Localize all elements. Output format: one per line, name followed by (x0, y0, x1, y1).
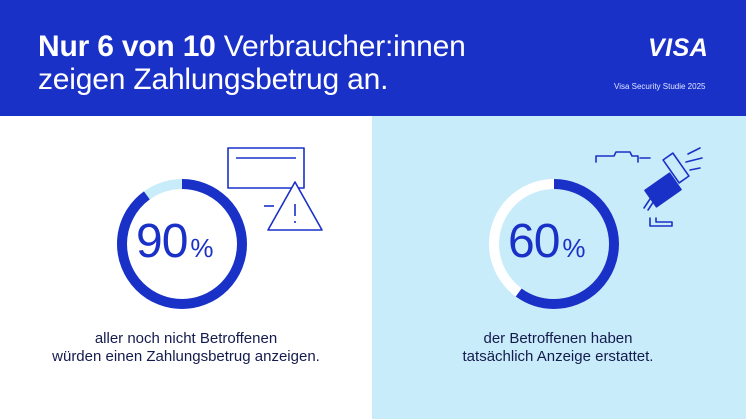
caption-right-line2: tatsächlich Anzeige erstattet. (462, 348, 654, 365)
progress-ring-left (117, 179, 247, 309)
warning-document-icon (227, 147, 323, 231)
study-subtitle: Visa Security Studie 2025 (614, 82, 706, 91)
caption-left-line2: würden einen Zahlungsbetrug anzeigen. (52, 348, 320, 365)
ring-progress-right (489, 179, 619, 309)
stat-caption-right: der Betroffenen haben tatsächlich Anzeig… (372, 330, 744, 366)
stat-value-right: 60% (508, 214, 586, 269)
visa-logo: VISA (648, 34, 709, 62)
stat-unit-left: % (190, 233, 214, 263)
stat-panel-right: 60% der Betroffenen haben tatsächlich An… (372, 116, 746, 419)
header-banner: Nur 6 von 10 Verbraucher:innen zeigen Za… (0, 0, 746, 116)
stat-value-left: 90% (136, 214, 214, 269)
title-line1-rest: Verbraucher:innen (215, 30, 466, 63)
ring-progress-left (117, 179, 247, 309)
stat-number-left: 90 (136, 215, 188, 268)
page-title: Nur 6 von 10 Verbraucher:innen zeigen Za… (38, 30, 466, 96)
title-line2: zeigen Zahlungsbetrug an. (38, 63, 389, 96)
stat-unit-right: % (562, 233, 586, 263)
caption-right-line1: der Betroffenen haben (483, 330, 633, 347)
gavel-icon (595, 147, 703, 227)
stat-caption-left: aller noch nicht Betroffenen würden eine… (0, 330, 372, 366)
stat-panel-left: 90% aller noch nicht Betroffenen würden … (0, 116, 372, 419)
stat-number-right: 60 (508, 215, 560, 268)
caption-left-line1: aller noch nicht Betroffenen (94, 330, 278, 347)
title-highlight: Nur 6 von 10 (38, 30, 216, 63)
progress-ring-right (489, 179, 619, 309)
